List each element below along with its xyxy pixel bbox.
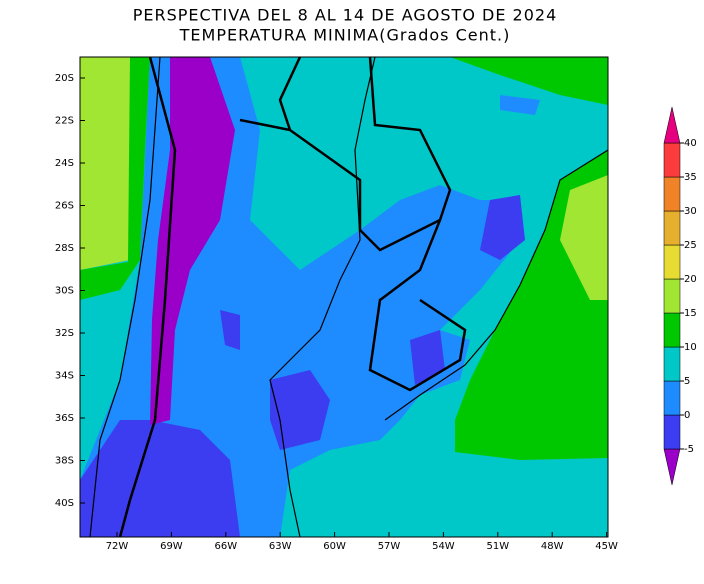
colorbar-tick-label: 40 xyxy=(684,138,697,149)
lat-tick-label: 36S xyxy=(55,413,74,424)
lon-tick-label: 45W xyxy=(595,541,618,552)
lat-tick-label: 34S xyxy=(55,371,74,382)
colorbar-segment xyxy=(663,210,681,246)
lon-tick-label: 48W xyxy=(541,541,564,552)
colorbar-tick-label: 5 xyxy=(684,376,690,387)
lon-tick-label: 51W xyxy=(486,541,509,552)
lon-tick-label: 72W xyxy=(106,541,129,552)
lon-tick-label: 54W xyxy=(432,541,455,552)
subtitle: TEMPERATURA MINIMA(Grados Cent.) xyxy=(179,26,511,45)
lat-tick-label: 38S xyxy=(55,456,74,467)
lat-tick-label: 20S xyxy=(55,73,74,84)
colorbar-tick-label: 25 xyxy=(684,240,697,251)
lon-tick-label: 66W xyxy=(214,541,237,552)
lat-tick-label: 30S xyxy=(55,286,74,297)
colorbar-segment xyxy=(663,346,681,382)
colorbar-tick-label: 30 xyxy=(684,206,697,217)
colorbar-tick-label: 15 xyxy=(684,308,697,319)
lon-tick-label: 60W xyxy=(323,541,346,552)
colorbar-tick-label: 10 xyxy=(684,342,697,353)
colorbar-under xyxy=(663,448,681,486)
lon-tick-label: 69W xyxy=(160,541,183,552)
colorbar-segment xyxy=(663,380,681,416)
colorbar-segment xyxy=(663,312,681,348)
lat-tick-label: 40S xyxy=(55,498,74,509)
colorbar-over xyxy=(663,106,681,144)
lat-tick-label: 22S xyxy=(55,116,74,127)
map-frame xyxy=(79,56,609,538)
colorbar-segment xyxy=(663,244,681,280)
lon-tick-label: 57W xyxy=(378,541,401,552)
lat-tick-label: 32S xyxy=(55,328,74,339)
colorbar-tick-label: 35 xyxy=(684,172,697,183)
colorbar-segment xyxy=(663,176,681,212)
colorbar-segment xyxy=(663,414,681,450)
title: PERSPECTIVA DEL 8 AL 14 DE AGOSTO DE 202… xyxy=(133,6,558,25)
colorbar-tick-label: 0 xyxy=(684,410,690,421)
lat-tick-label: 28S xyxy=(55,243,74,254)
colorbar-segment xyxy=(663,278,681,314)
map-field xyxy=(80,57,608,537)
colorbar-tick-label: 20 xyxy=(684,274,697,285)
lat-tick-label: 24S xyxy=(55,158,74,169)
lon-tick-label: 63W xyxy=(269,541,292,552)
lat-tick-label: 26S xyxy=(55,201,74,212)
colorbar-tick-label: -5 xyxy=(684,444,694,455)
colorbar-segment xyxy=(663,142,681,178)
